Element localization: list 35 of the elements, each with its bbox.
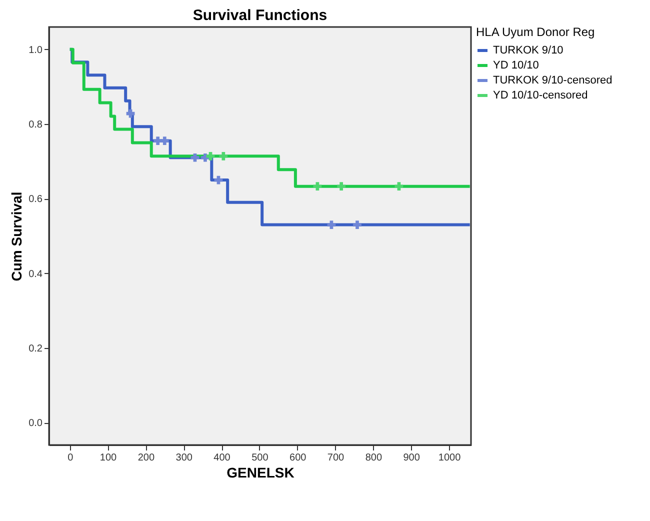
- x-tick-label: 1000: [438, 452, 462, 464]
- x-tick-label: 500: [252, 452, 269, 464]
- chart-title: Survival Functions: [192, 7, 328, 24]
- point: [126, 109, 135, 118]
- x-tick-label: 700: [327, 452, 345, 464]
- y-tick-label: 0.4: [28, 268, 43, 280]
- x-tick-label: 100: [100, 452, 118, 464]
- point: [219, 152, 228, 160]
- y-tick-label: 0.2: [28, 343, 43, 354]
- point: [394, 182, 404, 191]
- legend-label: TURKOK 9/10: [493, 44, 564, 56]
- x-axis-title: GENELSK: [226, 464, 294, 480]
- y-tick-label: 0.0: [28, 418, 43, 430]
- point: [206, 152, 215, 160]
- legend-label: YD 10/10-censored: [493, 90, 588, 102]
- point: [353, 220, 362, 229]
- x-tick-label: 0: [68, 452, 74, 464]
- y-tick-label: 0.6: [28, 194, 43, 206]
- point: [313, 182, 322, 191]
- y-tick-label: 1.0: [28, 44, 43, 56]
- x-tick-label: 300: [176, 452, 193, 464]
- x-tick-label: 200: [138, 452, 155, 464]
- legend-title: HLA Uyum Donor Reg: [476, 25, 595, 39]
- point: [190, 153, 200, 162]
- y-axis-title: Cum Survival: [8, 192, 25, 282]
- legend-label: YD 10/10: [493, 60, 539, 72]
- x-tick-label: 800: [365, 452, 382, 464]
- point: [337, 182, 346, 191]
- x-tick-label: 400: [214, 452, 231, 464]
- x-tick-label: 600: [290, 452, 307, 464]
- x-tick-label: 900: [403, 452, 420, 464]
- y-tick-label: 0.8: [28, 120, 43, 131]
- point: [160, 136, 169, 146]
- legend-label: TURKOK 9/10-censored: [493, 74, 612, 86]
- point: [327, 220, 336, 229]
